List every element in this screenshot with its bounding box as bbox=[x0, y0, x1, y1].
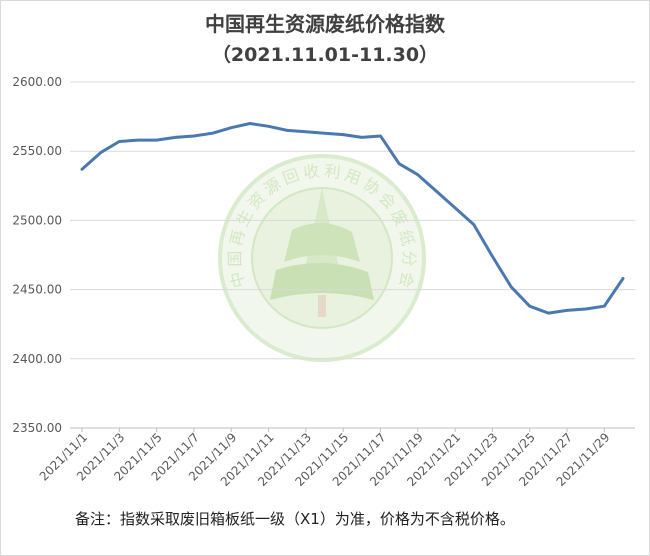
y-tick-label: 2550.00 bbox=[12, 144, 62, 158]
data-point bbox=[491, 255, 494, 258]
watermark-char: 回 bbox=[280, 165, 302, 188]
data-point bbox=[603, 305, 606, 308]
data-point bbox=[547, 311, 550, 315]
series-polyline bbox=[80, 122, 625, 315]
data-point bbox=[472, 223, 475, 226]
data-point bbox=[248, 122, 252, 125]
watermark-char: 生 bbox=[233, 207, 257, 230]
watermark-char: 收 bbox=[302, 161, 320, 182]
data-point bbox=[509, 285, 513, 289]
data-point bbox=[192, 134, 196, 138]
data-point bbox=[174, 136, 177, 139]
data-point bbox=[99, 151, 102, 154]
x-axis: 2021/11/12021/11/32021/11/52021/11/72021… bbox=[37, 427, 635, 489]
watermark-char: 废 bbox=[387, 207, 411, 230]
data-point bbox=[118, 140, 121, 143]
data-point bbox=[341, 133, 345, 136]
data-point bbox=[155, 138, 158, 142]
data-point bbox=[565, 309, 569, 312]
watermark-logo: 中国再生资源回收利用协会废纸分会 bbox=[218, 154, 426, 362]
watermark-char: 分 bbox=[399, 251, 418, 267]
watermark-char: 纸 bbox=[395, 228, 417, 248]
chart-note: 备注：指数采取废旧箱板纸一级（X1）为准，价格为不含税价格。 bbox=[75, 510, 515, 528]
data-point bbox=[397, 162, 401, 165]
watermark-char: 利 bbox=[323, 161, 341, 182]
data-point bbox=[267, 125, 270, 128]
y-tick-label: 2600.00 bbox=[12, 75, 62, 89]
data-point bbox=[136, 138, 140, 142]
data-point bbox=[435, 190, 438, 193]
y-tick-label: 2400.00 bbox=[12, 352, 62, 366]
data-point bbox=[80, 167, 84, 171]
chart-title: 中国再生资源废纸价格指数 bbox=[205, 12, 445, 36]
watermark-char: 再 bbox=[226, 228, 248, 248]
y-tick-label: 2450.00 bbox=[12, 283, 62, 297]
series-line bbox=[80, 122, 625, 315]
y-axis: 2350.00 2400.00 2450.00 2500.00 2550.00 2600.… bbox=[12, 75, 62, 435]
data-point bbox=[584, 307, 587, 311]
data-point bbox=[453, 206, 457, 210]
data-point bbox=[621, 277, 625, 280]
watermark-char: 中 bbox=[227, 270, 249, 290]
watermark-char: 会 bbox=[395, 270, 417, 290]
data-point bbox=[379, 134, 382, 138]
y-tick-label: 2350.00 bbox=[12, 421, 62, 435]
data-point bbox=[360, 136, 364, 139]
data-point bbox=[528, 305, 531, 308]
data-point bbox=[286, 129, 289, 132]
y-tick-label: 2500.00 bbox=[12, 213, 62, 227]
data-point bbox=[416, 173, 419, 176]
watermark-char: 国 bbox=[225, 251, 244, 267]
data-point bbox=[230, 126, 233, 129]
watermark-char: 用 bbox=[342, 165, 364, 188]
data-point bbox=[323, 132, 326, 135]
data-point bbox=[211, 132, 214, 135]
chart-subtitle: （2021.11.01-11.30） bbox=[211, 44, 439, 66]
data-point bbox=[304, 130, 308, 134]
